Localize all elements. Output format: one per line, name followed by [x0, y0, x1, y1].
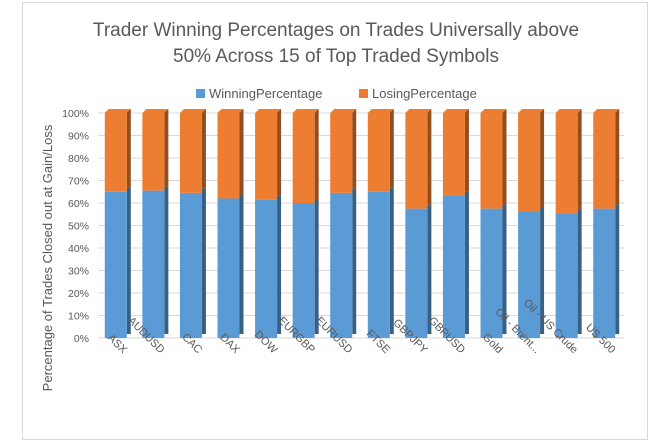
y-tick-label: 10%: [68, 311, 89, 323]
bar-side-losing: [464, 109, 469, 192]
bar-winning: [555, 213, 578, 338]
gridlines: [98, 112, 624, 339]
bar-side-losing: [277, 109, 282, 196]
y-axis-label: Percentage of Trades Closed out at Gain/…: [40, 124, 55, 391]
bar-side-winning: [389, 187, 394, 334]
bar-side-losing: [352, 109, 357, 189]
bar-losing: [442, 113, 465, 196]
bar-losing: [480, 113, 503, 209]
chart-frame: Trader Winning Percentages on Trades Uni…: [22, 2, 648, 440]
bar-winning: [480, 208, 503, 338]
bar-winning: [367, 191, 390, 338]
y-tick-label: 70%: [68, 176, 89, 188]
bar-side-winning: [314, 199, 319, 334]
bar-side-losing: [427, 109, 432, 205]
y-axis-ticks: 0% 10% 20% 30% 40% 50% 60% 70% 80% 90% 100%: [62, 108, 89, 345]
bar-winning: [217, 198, 240, 338]
legend-swatch-losing: [359, 89, 368, 98]
bar-losing: [330, 113, 353, 193]
bar-winning: [442, 195, 465, 338]
bar-side-winning: [427, 204, 432, 334]
bar-winning: [179, 192, 202, 338]
bar-side-losing: [577, 109, 582, 210]
bar-losing: [405, 113, 428, 209]
bar-top: [405, 109, 432, 113]
bar-top: [593, 109, 620, 113]
bar-top: [255, 109, 282, 113]
bar-winning: [330, 192, 353, 338]
y-tick-label: 40%: [68, 243, 89, 255]
y-tick-label: 60%: [68, 198, 89, 210]
legend-label-winning: WinningPercentage: [209, 86, 322, 101]
stacked-bar-chart: Trader Winning Percentages on Trades Uni…: [40, 20, 624, 391]
y-tick-label: 100%: [62, 108, 89, 120]
bar-side-losing: [314, 109, 319, 199]
bar-winning: [292, 203, 315, 338]
bar-side-winning: [615, 204, 620, 334]
bar-side-winning: [164, 186, 169, 334]
y-tick-label: 50%: [68, 221, 89, 233]
bar-losing: [593, 113, 616, 209]
bar-side-winning: [464, 191, 469, 334]
bar-winning: [593, 208, 616, 338]
bar-side-losing: [239, 109, 244, 195]
bar-winning: [405, 208, 428, 338]
legend: WinningPercentage LosingPercentage: [196, 86, 477, 101]
bar-losing: [367, 113, 390, 192]
chart-title-line-2: 50% Across 15 of Top Traded Symbols: [173, 46, 499, 67]
bar-side-winning: [239, 194, 244, 334]
bar-losing: [217, 113, 240, 199]
bar-losing: [518, 113, 541, 212]
bar-top: [217, 109, 244, 113]
bar-losing: [104, 113, 127, 192]
bar-losing: [142, 113, 165, 191]
bar-side-losing: [164, 109, 169, 187]
bar-side-winning: [502, 204, 507, 334]
bar-side-losing: [540, 109, 545, 208]
bar-side-winning: [277, 195, 282, 334]
bar-side-losing: [126, 109, 131, 188]
bar-top: [142, 109, 169, 113]
bar-winning: [255, 199, 278, 338]
chart-title-line-1: Trader Winning Percentages on Trades Uni…: [93, 20, 579, 41]
bars: [104, 109, 620, 338]
bar-side-losing: [389, 109, 394, 188]
bar-winning: [518, 212, 541, 338]
y-tick-label: 30%: [68, 266, 89, 278]
legend-label-losing: LosingPercentage: [372, 86, 477, 101]
bar-winning: [142, 190, 165, 338]
bar-top: [330, 109, 357, 113]
bar-side-winning: [352, 188, 357, 334]
bar-losing: [255, 113, 278, 200]
bar-side-losing: [502, 109, 507, 205]
bar-side-winning: [577, 209, 582, 334]
bar-side-winning: [540, 208, 545, 334]
bar-side-winning: [126, 187, 131, 334]
y-tick-label: 20%: [68, 288, 89, 300]
bar-top: [179, 109, 206, 113]
bar-top: [555, 109, 582, 113]
bar-top: [442, 109, 469, 113]
y-tick-label: 80%: [68, 153, 89, 165]
bar-top: [480, 109, 507, 113]
y-tick-label: 90%: [68, 131, 89, 143]
bar-losing: [179, 113, 202, 193]
bar-losing: [292, 113, 315, 203]
legend-swatch-winning: [196, 89, 205, 98]
y-tick-label: 0%: [74, 333, 89, 345]
bar-top: [367, 109, 394, 113]
bar-side-losing: [201, 109, 206, 189]
bar-top: [104, 109, 131, 113]
bar-winning: [104, 191, 127, 338]
bar-side-losing: [615, 109, 620, 205]
bar-top: [292, 109, 319, 113]
bar-side-winning: [201, 188, 206, 334]
bar-losing: [555, 113, 578, 214]
bar-top: [518, 109, 545, 113]
